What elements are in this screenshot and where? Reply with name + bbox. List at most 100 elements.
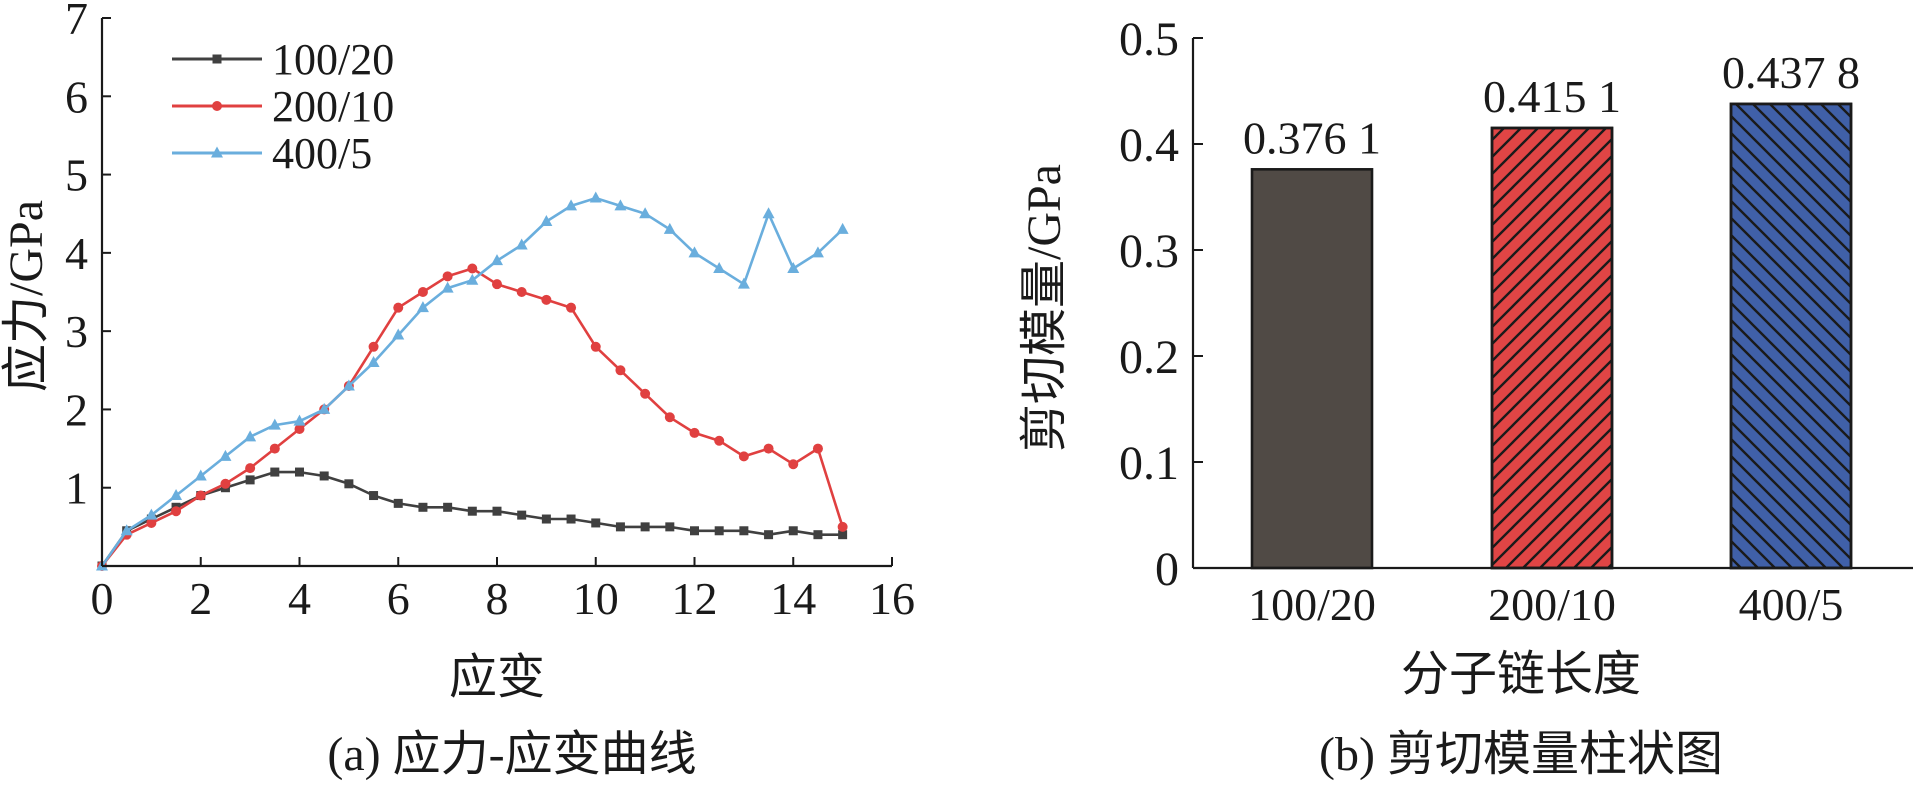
series-point-400-5 <box>367 355 380 367</box>
bar-hatch-200-10 <box>1490 126 1614 570</box>
bar-y-tick-label: 0.4 <box>1119 119 1179 172</box>
x-tick-label: 10 <box>573 573 619 624</box>
bar-value-label-400-5: 0.437 8 <box>1722 47 1860 98</box>
series-point-400-5 <box>663 222 676 234</box>
series-point-100-20 <box>813 530 823 540</box>
x-tick-label: 0 <box>91 573 114 624</box>
bar-y-tick-label: 0 <box>1155 543 1179 596</box>
series-point-100-20 <box>615 522 625 532</box>
series-point-200-10 <box>171 506 182 517</box>
shear-modulus-bars <box>1250 102 1853 570</box>
series-point-200-10 <box>393 302 404 313</box>
series-point-100-20 <box>418 502 428 512</box>
series-point-200-10 <box>516 287 527 297</box>
stress-strain-caption: (a) 应力-应变曲线 <box>327 728 696 781</box>
series-point-100-20 <box>443 502 453 512</box>
bar-100-20 <box>1250 168 1374 570</box>
series-point-200-10 <box>368 341 379 352</box>
shear-modulus-x-axis-label: 分子链长度 <box>1401 648 1641 701</box>
legend-marker-200-10 <box>212 101 222 111</box>
series-point-100-20 <box>714 526 724 536</box>
series-point-100-20 <box>591 518 601 528</box>
series-point-200-10 <box>812 443 823 454</box>
series-point-200-10 <box>763 443 774 454</box>
y-tick-label: 7 <box>65 0 88 44</box>
series-line-200-10 <box>100 267 844 567</box>
series-point-400-5 <box>441 281 454 293</box>
series-point-400-5 <box>416 301 429 313</box>
series-point-200-10 <box>492 279 502 290</box>
series-point-400-5 <box>811 246 824 258</box>
series-point-200-10 <box>220 478 231 489</box>
series-point-100-20 <box>788 526 798 536</box>
series-point-200-10 <box>269 443 280 454</box>
series-point-200-10 <box>467 263 478 274</box>
shear-modulus-y-axis-label: 剪切模量/GPa <box>1018 164 1071 452</box>
series-point-100-20 <box>838 530 848 540</box>
bar-y-tick-label: 0.2 <box>1119 331 1179 384</box>
x-tick-label: 12 <box>672 573 718 624</box>
series-point-400-5 <box>318 402 331 414</box>
series-point-200-10 <box>417 287 428 297</box>
series-point-200-10 <box>442 271 453 282</box>
y-tick-label: 2 <box>65 384 88 435</box>
series-point-400-5 <box>639 207 652 219</box>
stress-strain-x-axis-label: 应变 <box>449 651 545 704</box>
shear-modulus-x-tick-labels: 100/20 200/10 400/5 <box>1248 579 1843 630</box>
series-point-100-20 <box>295 467 304 477</box>
y-tick-label: 1 <box>65 463 88 514</box>
legend-label-200-10: 200/10 <box>272 82 394 131</box>
bar-category-label-100-20: 100/20 <box>1248 579 1376 630</box>
legend-marker-100-20 <box>212 54 222 64</box>
series-point-100-20 <box>344 479 354 489</box>
series-point-400-5 <box>688 246 701 258</box>
series-point-400-5 <box>491 254 503 266</box>
series-point-100-20 <box>393 498 403 508</box>
stress-strain-y-axis-label: 应力/GPa <box>0 200 53 392</box>
series-point-100-20 <box>541 514 551 524</box>
series-point-400-5 <box>194 469 207 481</box>
x-tick-label: 14 <box>770 573 816 624</box>
series-point-200-10 <box>615 365 626 376</box>
series-point-200-10 <box>664 412 675 423</box>
series-point-400-5 <box>614 199 627 211</box>
series-point-200-10 <box>738 451 749 462</box>
series-point-100-20 <box>566 514 576 524</box>
series-point-400-5 <box>466 273 479 285</box>
series-point-200-10 <box>195 490 206 501</box>
series-point-400-5 <box>120 524 133 536</box>
series-point-400-5 <box>293 414 306 426</box>
series-point-100-20 <box>517 510 527 520</box>
series-point-400-5 <box>515 238 528 250</box>
series-point-400-5 <box>589 191 602 203</box>
legend-label-100-20: 100/20 <box>272 35 394 84</box>
x-tick-label: 6 <box>387 573 410 624</box>
series-point-100-20 <box>665 522 675 532</box>
series-point-100-20 <box>640 522 650 532</box>
series-point-400-5 <box>219 449 232 461</box>
y-tick-label: 4 <box>65 228 88 279</box>
bar-y-tick-label: 0.1 <box>1119 437 1179 490</box>
series-line-100-20 <box>100 470 843 567</box>
bar-category-label-400-5: 400/5 <box>1739 579 1844 630</box>
bar-value-label-200-10: 0.415 1 <box>1483 71 1621 122</box>
series-point-100-20 <box>739 526 749 536</box>
legend-label-400-5: 400/5 <box>272 129 372 178</box>
series-point-400-5 <box>762 207 775 219</box>
y-tick-label: 3 <box>65 306 88 357</box>
series-point-400-5 <box>170 489 183 501</box>
series-point-400-5 <box>787 262 800 274</box>
shear-modulus-value-labels: 0.376 1 0.415 1 0.437 8 <box>1243 47 1860 163</box>
series-point-100-20 <box>492 506 502 516</box>
series-point-200-10 <box>294 424 305 434</box>
series-point-100-20 <box>319 471 329 481</box>
series-point-200-10 <box>788 459 799 470</box>
bar-value-label-100-20: 0.376 1 <box>1243 112 1381 163</box>
series-point-100-20 <box>245 475 255 485</box>
series-point-200-10 <box>245 463 256 474</box>
series-point-400-5 <box>540 215 553 227</box>
series-point-200-10 <box>590 341 601 352</box>
bar-y-tick-label: 0.3 <box>1119 225 1179 278</box>
